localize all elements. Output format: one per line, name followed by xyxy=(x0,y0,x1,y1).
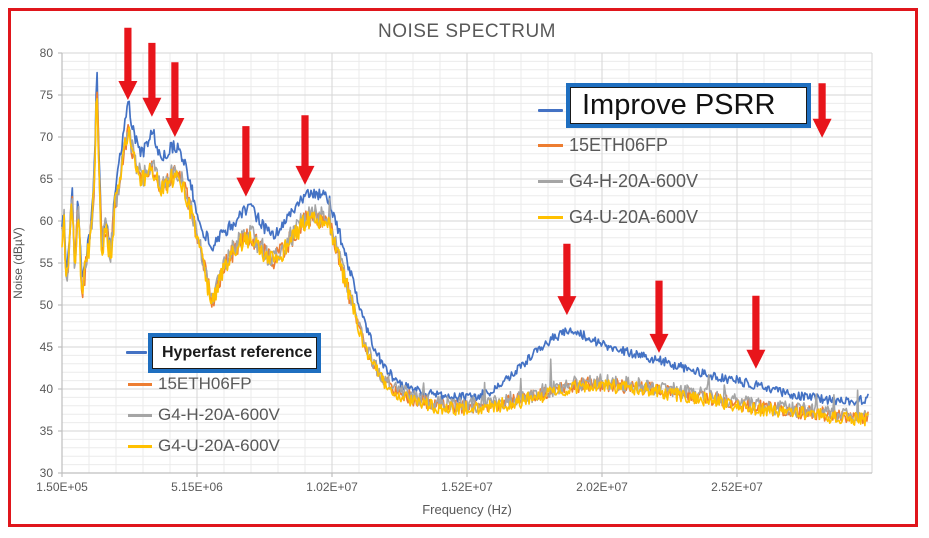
figure-red-border xyxy=(8,8,918,527)
annotation-arrow-icon xyxy=(295,115,315,185)
legend-item-label: G4-U-20A-600V xyxy=(158,436,280,455)
legend-item-label: G4-H-20A-600V xyxy=(569,171,699,191)
y-tick-label: 30 xyxy=(40,466,54,480)
legend-line-swatch-improve-psrr xyxy=(538,109,563,112)
y-tick-label: 75 xyxy=(40,88,54,102)
legend-top-header-box: Improve PSRR xyxy=(566,83,811,128)
annotation-arrow-icon xyxy=(649,280,669,353)
legend-top-item-2: G4-H-20A-600V xyxy=(538,171,698,192)
legend-bottom-header-box: Hyperfast reference xyxy=(148,333,321,373)
y-tick-label: 40 xyxy=(40,382,54,396)
legend-line-swatch xyxy=(538,180,563,183)
y-axis-title: Noise (dBµV) xyxy=(11,227,25,299)
x-tick-label: 1.50E+05 xyxy=(36,480,88,494)
legend-line-swatch-hyperfast xyxy=(126,351,147,354)
legend-line-swatch xyxy=(128,444,152,448)
legend-item-label: G4-U-20A-600V xyxy=(569,207,699,227)
annotation-arrow-icon xyxy=(165,62,185,138)
y-tick-label: 60 xyxy=(40,214,54,228)
legend-top-item-1: 15ETH06FP xyxy=(538,135,668,156)
legend-line-swatch xyxy=(128,382,152,386)
legend-bottom-item-2: G4-H-20A-600V xyxy=(128,405,280,425)
legend-line-swatch xyxy=(128,413,152,417)
x-tick-label: 2.52E+07 xyxy=(711,480,763,494)
y-tick-label: 55 xyxy=(40,256,54,270)
series-line-g4-u-20a-600v xyxy=(61,98,869,427)
annotation-arrow-icon xyxy=(236,126,256,197)
annotation-arrow-icon xyxy=(118,27,138,100)
legend-item-label: 15ETH06FP xyxy=(569,135,669,155)
annotation-arrow-icon xyxy=(557,243,577,316)
y-tick-label: 80 xyxy=(40,46,54,60)
x-tick-label: 1.02E+07 xyxy=(306,480,358,494)
series-line-hyperfast-reference xyxy=(61,71,869,406)
annotation-arrow-icon xyxy=(746,295,766,369)
y-tick-label: 65 xyxy=(40,172,54,186)
chart-title: NOISE SPECTRUM xyxy=(377,21,557,42)
x-tick-label: 2.02E+07 xyxy=(576,480,628,494)
legend-line-swatch xyxy=(538,216,563,219)
legend-item-label: G4-H-20A-600V xyxy=(158,405,280,424)
legend-line-swatch xyxy=(538,144,563,147)
legend-bottom-header-label: Hyperfast reference xyxy=(162,344,313,361)
y-tick-label: 50 xyxy=(40,298,54,312)
annotation-arrow-icon xyxy=(142,42,162,117)
x-axis-title: Frequency (Hz) xyxy=(422,502,512,517)
x-tick-label: 1.52E+07 xyxy=(441,480,493,494)
x-tick-label: 5.15E+06 xyxy=(171,480,223,494)
legend-top-header-label: Improve PSRR xyxy=(582,89,776,121)
legend-bottom-item-1: 15ETH06FP xyxy=(128,374,252,394)
y-tick-label: 35 xyxy=(40,424,54,438)
legend-item-label: 15ETH06FP xyxy=(158,374,252,393)
legend-bottom-item-3: G4-U-20A-600V xyxy=(128,436,280,456)
y-tick-label: 70 xyxy=(40,130,54,144)
y-tick-label: 45 xyxy=(40,340,54,354)
legend-top-item-3: G4-U-20A-600V xyxy=(538,207,698,228)
annotation-arrow-icon xyxy=(812,83,832,138)
